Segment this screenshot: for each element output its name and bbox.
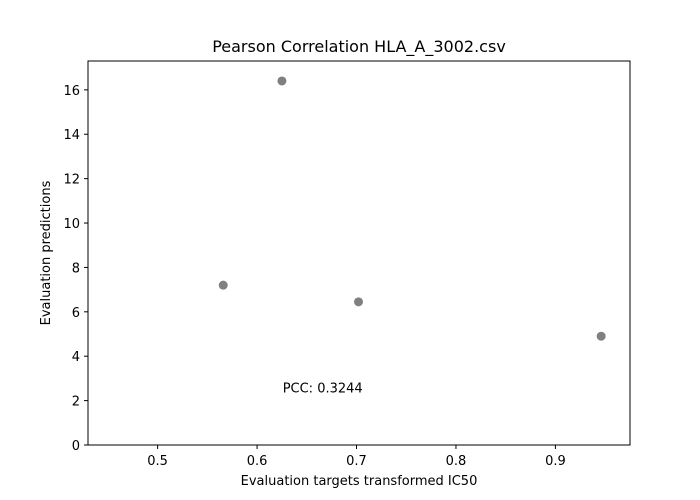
data-point (596, 331, 606, 341)
pcc-annotation: PCC: 0.3244 (283, 381, 363, 396)
y-tick-label: 6 (72, 306, 80, 321)
y-tick-label: 16 (63, 84, 80, 99)
plot-frame (87, 60, 631, 446)
y-tick-label: 0 (72, 439, 80, 454)
data-point (277, 76, 287, 86)
data-point (354, 297, 364, 307)
plot-area: 0.5 0.6 0.7 0.8 0.9 0 2 4 6 8 10 12 14 16 PCC: 0.3244 (63, 60, 631, 469)
y-tick-label: 4 (72, 350, 80, 365)
y-tick-label: 12 (63, 173, 80, 188)
y-tick-label: 8 (72, 261, 80, 276)
y-tick-label: 10 (63, 217, 80, 232)
x-tick-label: 0.7 (346, 454, 367, 469)
y-tick-label: 14 (63, 128, 80, 143)
x-tick-label: 0.9 (545, 454, 566, 469)
data-point (218, 280, 228, 290)
y-tick-label: 2 (72, 395, 80, 410)
x-axis-title: Evaluation targets transformed IC50 (241, 474, 478, 489)
y-axis-title: Evaluation predictions (39, 180, 54, 325)
x-tick-label: 0.8 (446, 454, 467, 469)
x-tick-label: 0.5 (147, 454, 168, 469)
chart-title: Pearson Correlation HLA_A_3002.csv (212, 37, 506, 57)
x-tick-label: 0.6 (247, 454, 268, 469)
